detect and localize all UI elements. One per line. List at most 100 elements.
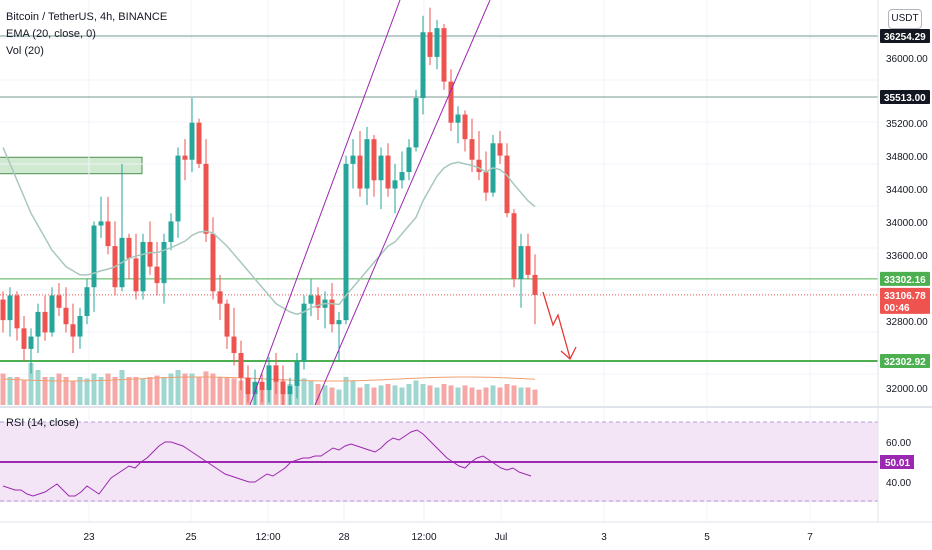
price-tick-label: 32000.00 [886,384,928,395]
volume-bar [343,377,349,405]
volume-bar [434,387,440,405]
price-badge-text: 33106.78 [884,291,926,302]
candle-body [252,381,258,395]
candle-body [441,28,447,82]
volume-bar [147,377,153,405]
rsi-badge [880,455,914,469]
volume-bar [196,377,202,405]
forecast-arrow-head [560,346,577,361]
rsi-badge-text: 50.01 [885,458,910,469]
candle-body [385,155,391,189]
candle-body [154,266,160,284]
volume-bar [182,373,188,405]
currency-button[interactable]: USDT [888,9,922,29]
rsi-tick-label: 60.00 [886,438,911,449]
candle-body [350,155,356,164]
candle-body [497,143,503,156]
volume-bar [525,387,531,405]
volume-bar [315,384,321,405]
volume-bar [84,378,90,405]
candle-body [483,172,489,193]
volume-bar [0,373,6,405]
time-tick-label: 25 [185,532,197,543]
candle-body [56,295,62,308]
symbol-legend[interactable]: Bitcoin / TetherUS, 4h, BINANCE [6,11,168,23]
candle-body [203,163,209,234]
candle-body [343,163,349,321]
candle-body [357,155,363,189]
candle-body [70,324,76,337]
time-tick-label: 12:00 [411,532,436,543]
volume-bar [350,380,356,405]
volume-bar [133,377,139,405]
price-badge [880,89,930,104]
candle-body [231,336,237,354]
candle-body [504,155,510,214]
volume-bar [126,377,132,405]
volume-bar [231,378,237,405]
candle-body [63,307,69,325]
candle-body [420,32,426,99]
candle-body [147,241,153,267]
candle-body [217,291,223,304]
candle-body [308,295,314,304]
volume-bar [518,387,524,405]
volume-bar [301,378,307,405]
volume-legend[interactable]: Vol (20) [6,45,44,57]
volume-bar [77,377,83,405]
rsi-axis[interactable]: 60.00 40.00 50.01 [880,438,914,489]
price-badge-text: 36254.29 [884,32,926,43]
volume-bar [98,377,104,405]
candle-body [91,225,97,288]
volume-bar [322,385,328,405]
candle-body [273,365,279,382]
time-axis[interactable]: 23 25 12:00 28 12:00 Jul 3 5 7 [83,532,813,543]
candle-body [28,336,34,349]
volume-bar [49,377,55,405]
volume-bar [175,370,181,405]
candle-body [364,139,370,189]
candle-body [406,147,412,173]
demand-zone[interactable] [0,156,143,175]
candle-body [224,303,230,337]
forecast-arrow[interactable] [542,291,571,359]
volume-bar [413,380,419,405]
candle-body [371,139,377,181]
volume-bar [168,373,174,405]
candle-body [259,381,265,391]
candle-body [105,221,111,247]
candle-body [133,258,139,292]
price-tick-label: 33600.00 [886,251,928,262]
time-tick-label: 28 [338,532,350,543]
volume-bar [308,380,314,405]
time-tick-label: Jul [495,532,508,543]
zone-rect [0,156,143,175]
candle-body [238,353,244,378]
horizontal-levels[interactable] [0,35,878,362]
candle-body [448,81,454,123]
channel-line-lower[interactable] [314,0,491,406]
volume-bar [56,373,62,405]
candle-body [476,159,482,173]
price-badge-text: 33302.16 [884,275,926,286]
candle-body [329,299,335,325]
volume-bar [7,377,13,405]
volume-bar [14,377,20,405]
volume-bar [210,373,216,405]
candle-body [77,316,83,337]
volume-bar [511,385,517,405]
candle-body [189,122,195,160]
volume-bar [476,389,482,405]
channel-line-upper[interactable] [249,0,401,406]
ema-legend[interactable]: EMA (20, close, 0) [6,28,96,40]
price-axis[interactable]: 36000.00 35200.00 34800.00 34400.00 34000.00… [886,54,928,395]
volume-bar [406,384,412,405]
volume-bar [378,385,384,405]
rsi-legend[interactable]: RSI (14, close) [6,417,79,429]
candle-body [0,299,6,321]
candle-body [14,295,20,329]
candle-body [315,295,321,308]
volume-bar [420,384,426,405]
